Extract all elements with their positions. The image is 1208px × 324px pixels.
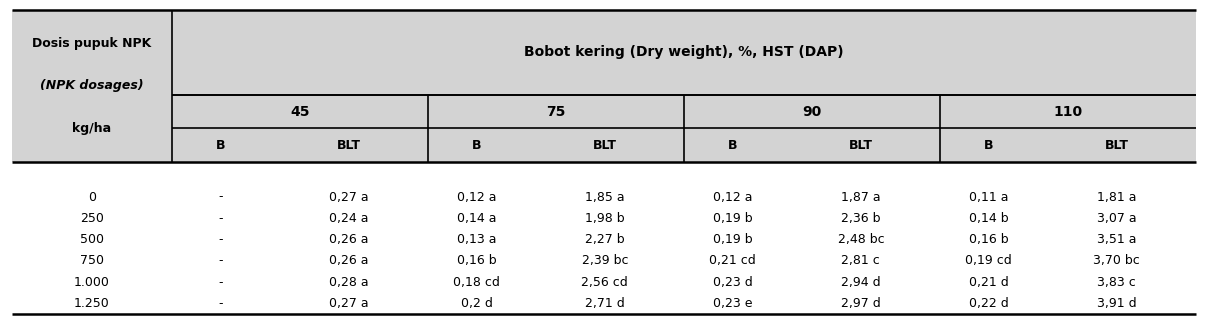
Text: 0,28 a: 0,28 a	[329, 276, 368, 289]
Text: 2,97 d: 2,97 d	[841, 297, 881, 310]
Text: 0,24 a: 0,24 a	[329, 212, 368, 225]
Text: Dosis pupuk NPK: Dosis pupuk NPK	[33, 37, 152, 50]
Text: -: -	[219, 191, 223, 203]
Text: BLT: BLT	[337, 139, 361, 152]
Text: 1,87 a: 1,87 a	[841, 191, 881, 203]
Text: 1,85 a: 1,85 a	[585, 191, 625, 203]
Text: 0,27 a: 0,27 a	[329, 191, 368, 203]
Text: 500: 500	[80, 233, 104, 246]
Bar	[12, 10, 1196, 162]
Text: 750: 750	[80, 254, 104, 268]
Text: 0,14 a: 0,14 a	[457, 212, 496, 225]
Text: 0,26 a: 0,26 a	[329, 254, 368, 268]
Text: BLT: BLT	[849, 139, 873, 152]
Text: 0,23 d: 0,23 d	[713, 276, 753, 289]
Text: B: B	[216, 139, 226, 152]
Text: B: B	[472, 139, 482, 152]
Text: 0,14 b: 0,14 b	[969, 212, 1009, 225]
Text: (NPK dosages): (NPK dosages)	[40, 79, 144, 92]
Text: B: B	[985, 139, 994, 152]
Text: 0,13 a: 0,13 a	[457, 233, 496, 246]
Text: 2,48 bc: 2,48 bc	[837, 233, 884, 246]
Text: 0,22 d: 0,22 d	[969, 297, 1009, 310]
Text: 3,83 c: 3,83 c	[1098, 276, 1137, 289]
Text: 0,21 cd: 0,21 cd	[709, 254, 756, 268]
Text: 250: 250	[80, 212, 104, 225]
Text: BLT: BLT	[1105, 139, 1128, 152]
Text: 90: 90	[802, 105, 821, 119]
Text: BLT: BLT	[593, 139, 617, 152]
Text: B: B	[728, 139, 738, 152]
Text: 0,18 cd: 0,18 cd	[453, 276, 500, 289]
Text: 2,36 b: 2,36 b	[841, 212, 881, 225]
Text: 0,16 b: 0,16 b	[457, 254, 496, 268]
Text: 1,81 a: 1,81 a	[1097, 191, 1137, 203]
Text: 0,19 cd: 0,19 cd	[965, 254, 1012, 268]
Text: 3,91 d: 3,91 d	[1097, 297, 1137, 310]
Text: 0,12 a: 0,12 a	[713, 191, 753, 203]
Text: 0,27 a: 0,27 a	[329, 297, 368, 310]
Text: 2,94 d: 2,94 d	[841, 276, 881, 289]
Text: 2,27 b: 2,27 b	[585, 233, 625, 246]
Text: 1,98 b: 1,98 b	[585, 212, 625, 225]
Text: 75: 75	[546, 105, 565, 119]
Text: 0,19 b: 0,19 b	[713, 212, 753, 225]
Text: -: -	[219, 254, 223, 268]
Text: 0,12 a: 0,12 a	[457, 191, 496, 203]
Text: 1.250: 1.250	[74, 297, 110, 310]
Text: 0,19 b: 0,19 b	[713, 233, 753, 246]
Text: 0,11 a: 0,11 a	[969, 191, 1009, 203]
Text: 0: 0	[88, 191, 95, 203]
Text: 0,26 a: 0,26 a	[329, 233, 368, 246]
Text: 0,2 d: 0,2 d	[461, 297, 493, 310]
Text: 2,39 bc: 2,39 bc	[581, 254, 628, 268]
Text: 0,23 e: 0,23 e	[713, 297, 753, 310]
Text: Bobot kering (Dry weight), %, HST (DAP): Bobot kering (Dry weight), %, HST (DAP)	[524, 45, 843, 59]
Text: 0,16 b: 0,16 b	[969, 233, 1009, 246]
Text: -: -	[219, 297, 223, 310]
Text: kg/ha: kg/ha	[72, 122, 111, 135]
Text: -: -	[219, 212, 223, 225]
Text: 2,71 d: 2,71 d	[585, 297, 625, 310]
Text: 110: 110	[1053, 105, 1082, 119]
Text: 3,70 bc: 3,70 bc	[1093, 254, 1140, 268]
Text: 2,56 cd: 2,56 cd	[581, 276, 628, 289]
Text: 45: 45	[290, 105, 309, 119]
Text: -: -	[219, 233, 223, 246]
Text: -: -	[219, 276, 223, 289]
Text: 3,51 a: 3,51 a	[1097, 233, 1137, 246]
Text: 3,07 a: 3,07 a	[1097, 212, 1137, 225]
Text: 2,81 c: 2,81 c	[842, 254, 881, 268]
Text: 1.000: 1.000	[74, 276, 110, 289]
Text: 0,21 d: 0,21 d	[969, 276, 1009, 289]
